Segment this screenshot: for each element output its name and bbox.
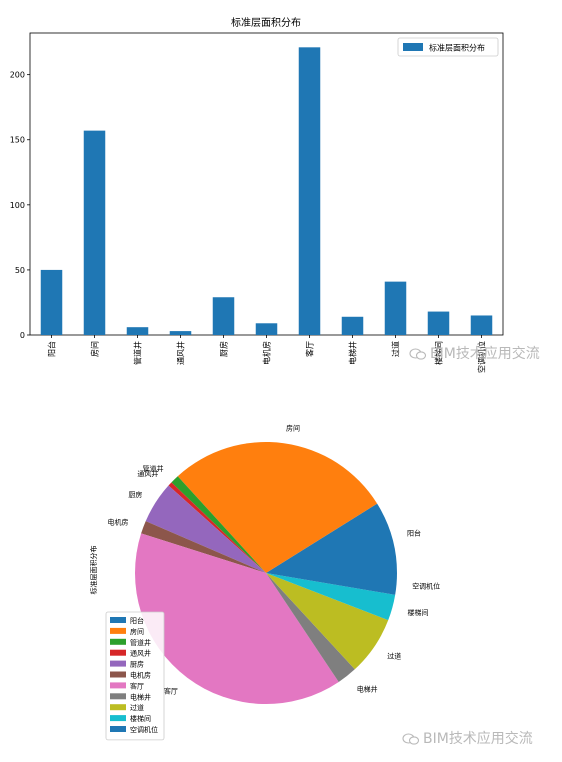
pie-slice <box>168 482 266 573</box>
y-tick-label: 100 <box>10 201 25 210</box>
pie-legend-swatch <box>110 627 126 634</box>
pie-slice-label: 电梯井 <box>357 684 378 693</box>
pie-slice-label: 房间 <box>286 424 300 433</box>
pie-slice <box>141 521 266 573</box>
pie-legend-label: 通风井 <box>130 649 151 658</box>
x-tick-label: 客厅 <box>305 341 315 357</box>
bar-chart: 标准层面积分布 0 50 100 150 200 阳台 房间 管道井 通风井 厨房 电机房 客厅 电梯… <box>10 17 504 373</box>
pie-slice <box>171 476 266 573</box>
pie-legend-swatch <box>110 693 126 700</box>
y-tick-label: 200 <box>10 71 25 80</box>
pie-legend-swatch <box>110 671 126 678</box>
pie-slice-label: 过道 <box>387 652 401 661</box>
pie-legend-label: 电机房 <box>130 671 151 680</box>
x-tick-label: 厨房 <box>219 341 229 357</box>
pie-slice <box>145 485 266 573</box>
bar <box>212 297 235 335</box>
bar <box>470 315 493 335</box>
x-tick-label: 阳台 <box>47 341 57 357</box>
pie-legend-swatch <box>110 704 126 711</box>
pie-legend-label: 楼梯间 <box>130 714 151 723</box>
bar <box>427 311 450 335</box>
pie-legend-swatch <box>110 649 126 656</box>
pie-slice <box>134 533 339 705</box>
pie-legend-label: 阳台 <box>130 616 144 625</box>
pie-legend-label: 厨房 <box>130 660 144 669</box>
bar <box>169 331 192 335</box>
x-tick-label: 电梯井 <box>348 341 358 365</box>
pie-legend-swatch <box>110 660 126 667</box>
pie-legend-swatch <box>110 715 126 722</box>
pie-slice-label: 厨房 <box>128 490 142 499</box>
pie-slice-label: 管道井 <box>143 464 164 473</box>
pie-slice-label: 楼梯间 <box>408 608 429 617</box>
y-tick-label: 150 <box>10 136 25 145</box>
pie-slice <box>266 503 397 573</box>
x-tick-label: 管道井 <box>133 341 143 365</box>
pie-slice-label: 电机房 <box>108 518 129 527</box>
x-tick-label: 通风井 <box>176 341 186 365</box>
pie-slice-label: 阳台 <box>407 529 421 538</box>
y-tick-label: 0 <box>20 331 25 340</box>
bar <box>341 316 364 335</box>
x-tick-label: 电机房 <box>262 341 272 365</box>
pie-slice-label: 空调机位 <box>412 581 440 590</box>
pie-legend-label: 客厅 <box>130 681 144 690</box>
bar-legend-swatch <box>403 43 423 51</box>
pie-legend-swatch <box>110 617 126 623</box>
pie-legend-label: 房间 <box>130 627 144 636</box>
x-tick-label: 楼梯间 <box>434 341 444 365</box>
bar <box>255 323 278 335</box>
pie-slice <box>177 441 378 573</box>
pie-legend-swatch <box>110 638 126 645</box>
watermark-text: BIM技术应用交流 <box>423 731 533 747</box>
pie-legend-swatch <box>110 726 126 732</box>
pie-legend-label: 电梯井 <box>130 692 151 701</box>
x-tick-label: 空调机位 <box>477 341 487 373</box>
bar-chart-title: 标准层面积分布 <box>231 17 301 29</box>
x-tick-label: 房间 <box>90 341 100 357</box>
bar-legend: 标准层面积分布 <box>397 37 499 57</box>
bar-x-axis: 阳台 房间 管道井 通风井 厨房 电机房 客厅 电梯井 过道 楼梯间 空调机位 <box>47 335 487 373</box>
pie-slice <box>266 573 355 682</box>
pie-legend-swatch <box>110 682 126 689</box>
pie-slice-label: 通风井 <box>137 469 158 478</box>
pie-slice <box>266 573 398 595</box>
y-tick-label: 50 <box>15 266 25 275</box>
pie-ylabel: 标准层面积分布 <box>89 546 98 595</box>
pie-legend-label: 管道井 <box>130 638 151 647</box>
x-tick-label: 过道 <box>391 341 401 357</box>
bar <box>384 281 407 335</box>
bar <box>126 327 149 335</box>
watermark-text: BIM技术应用交流 <box>430 346 540 362</box>
pie-legend-label: 过道 <box>130 703 144 712</box>
bar <box>298 47 321 335</box>
watermark-bottom: BIM技术应用交流 <box>402 728 533 748</box>
wechat-icon <box>402 733 420 745</box>
bar-legend-label: 标准层面积分布 <box>429 43 485 53</box>
pie-slice <box>266 573 396 621</box>
watermark-top: BIM技术应用交流 <box>409 343 540 363</box>
bar-series <box>40 47 493 335</box>
pie-slices <box>134 441 398 705</box>
pie-slice-label: 客厅 <box>164 686 178 695</box>
bar <box>83 130 106 335</box>
wechat-icon <box>409 348 427 360</box>
pie-slice <box>266 573 389 670</box>
bar <box>40 269 63 335</box>
bar-y-axis: 0 50 100 150 200 <box>10 71 30 340</box>
pie-legend-label: 空调机位 <box>130 725 158 734</box>
